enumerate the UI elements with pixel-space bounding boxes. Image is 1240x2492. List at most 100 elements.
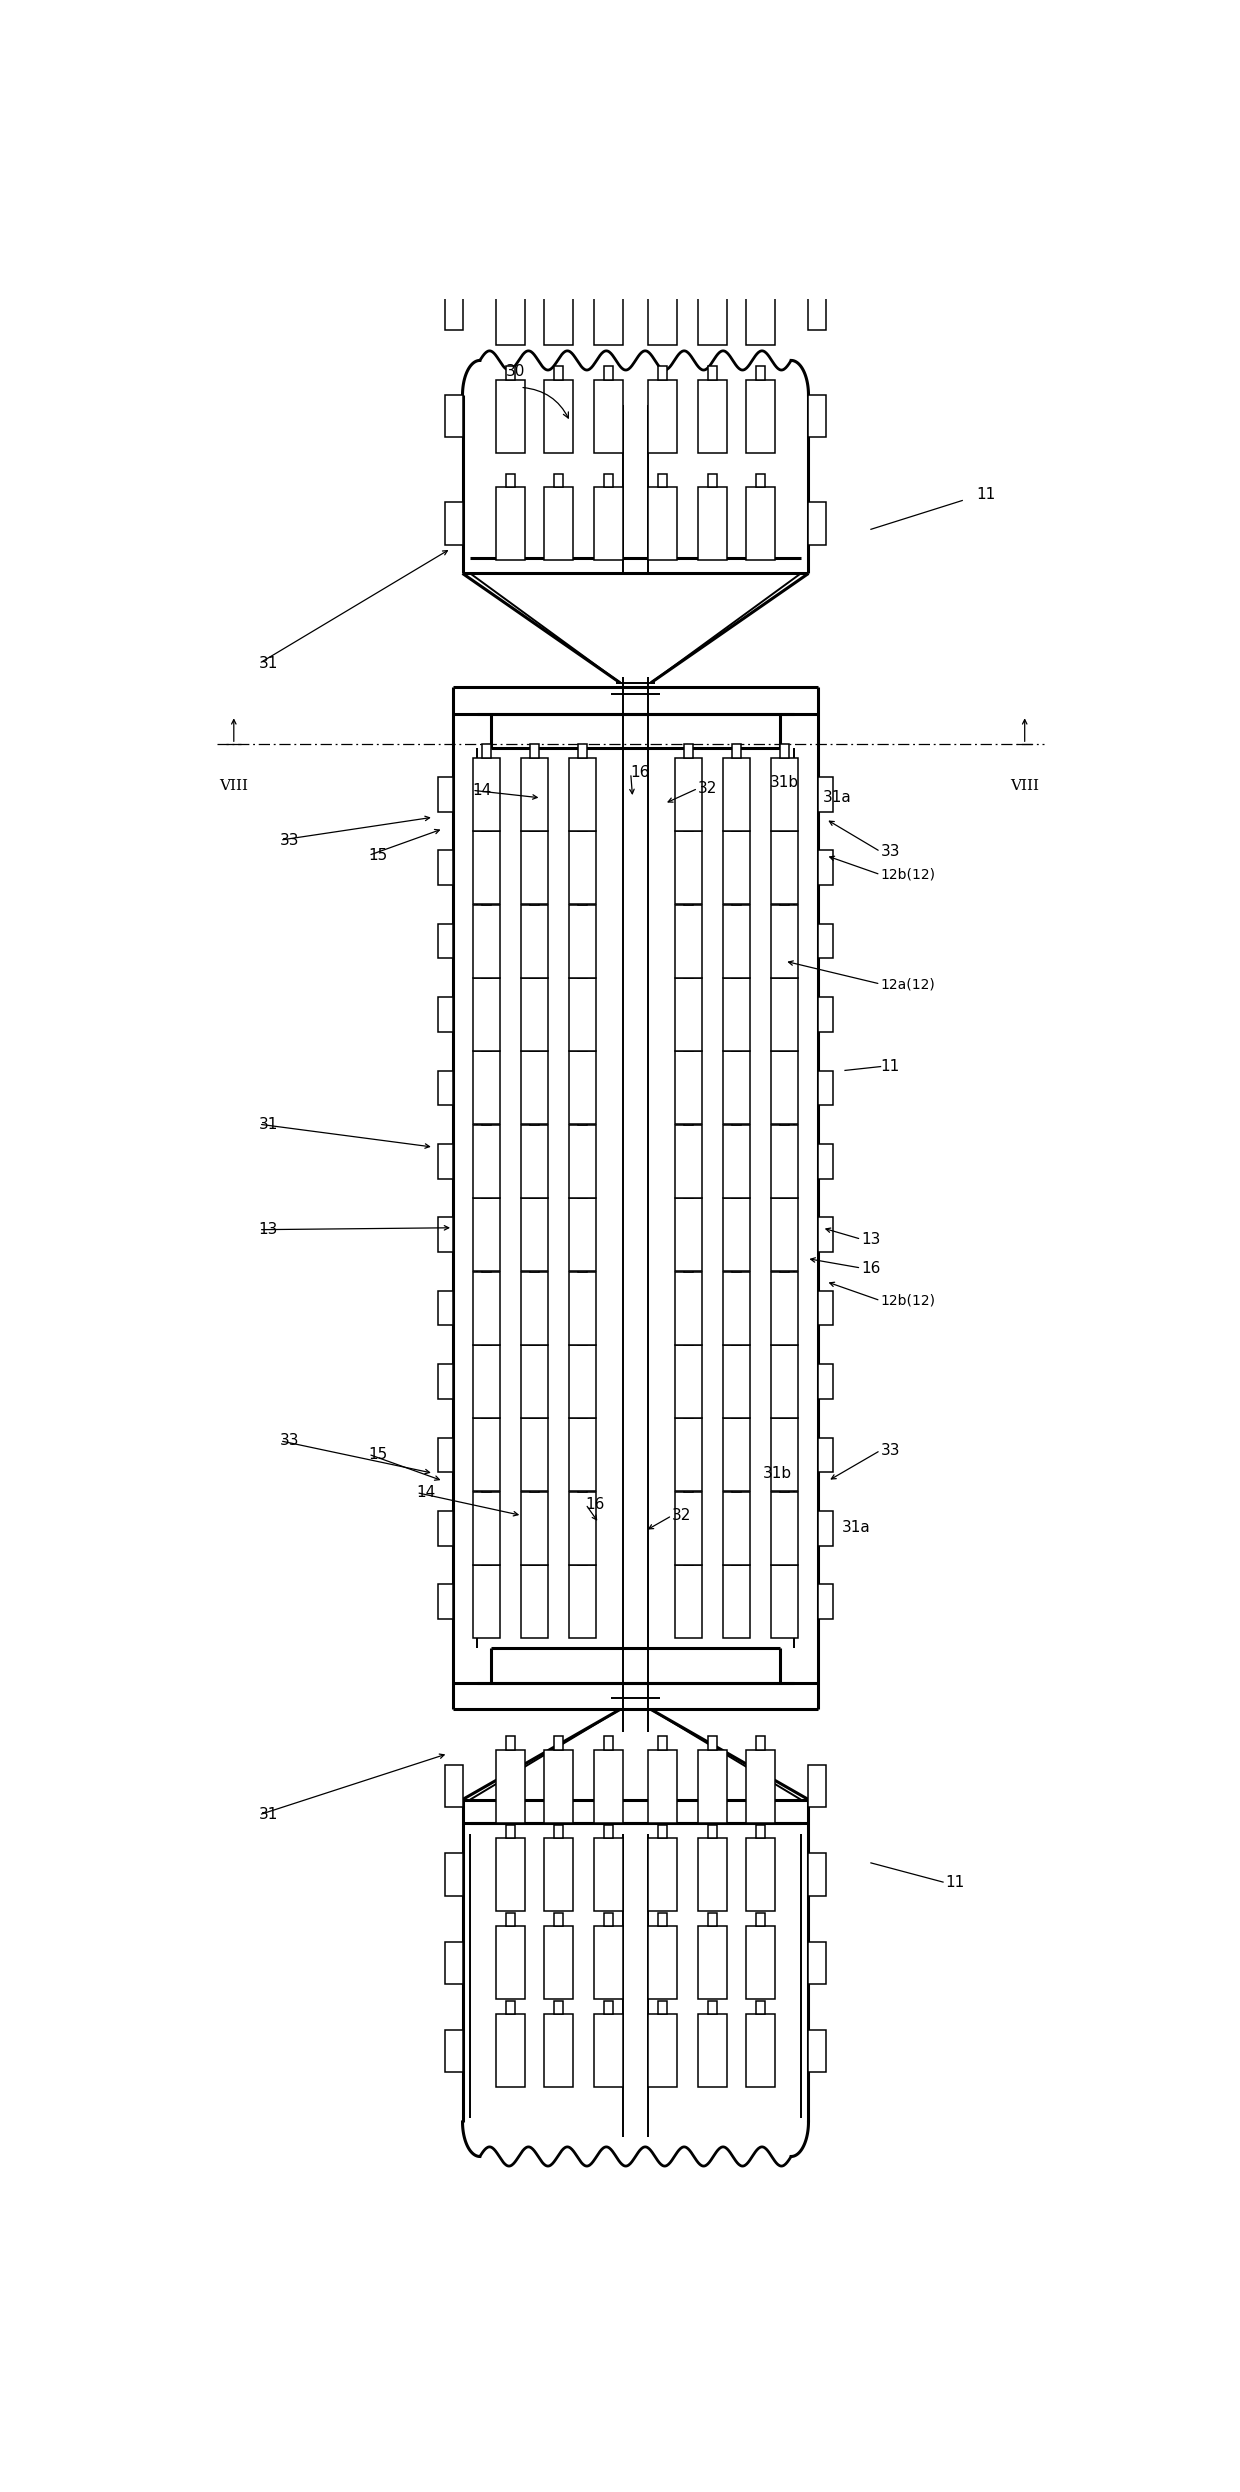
- Bar: [481, 1184, 491, 1199]
- Bar: [780, 964, 789, 977]
- Bar: [675, 1346, 702, 1418]
- Bar: [732, 1478, 742, 1493]
- Bar: [698, 1749, 727, 1822]
- Text: 14: 14: [417, 1485, 435, 1500]
- Bar: [529, 1553, 539, 1565]
- Bar: [474, 758, 500, 830]
- Bar: [771, 977, 797, 1052]
- Bar: [732, 1184, 742, 1199]
- Text: 31a: 31a: [823, 790, 852, 805]
- Bar: [723, 1565, 750, 1637]
- Bar: [683, 964, 693, 977]
- Text: 31: 31: [259, 655, 278, 670]
- Bar: [474, 1493, 500, 1565]
- Bar: [496, 272, 525, 344]
- Bar: [818, 1072, 833, 1104]
- Text: 15: 15: [368, 1448, 388, 1463]
- Bar: [683, 1478, 693, 1493]
- Bar: [529, 892, 539, 905]
- Bar: [755, 366, 765, 379]
- Bar: [474, 1199, 500, 1271]
- Bar: [578, 1331, 588, 1346]
- Bar: [578, 745, 588, 758]
- Bar: [818, 1219, 833, 1251]
- Bar: [438, 925, 453, 959]
- Bar: [445, 1764, 463, 1807]
- Bar: [594, 1839, 622, 1911]
- Bar: [445, 2031, 463, 2071]
- Bar: [780, 1258, 789, 1271]
- Bar: [723, 1199, 750, 1271]
- Bar: [474, 905, 500, 977]
- Bar: [808, 394, 826, 436]
- Bar: [675, 977, 702, 1052]
- Bar: [521, 1346, 548, 1418]
- Bar: [554, 473, 563, 486]
- Bar: [723, 905, 750, 977]
- Bar: [818, 1144, 833, 1179]
- Bar: [818, 850, 833, 885]
- Bar: [675, 1199, 702, 1271]
- Bar: [481, 1405, 491, 1418]
- Bar: [578, 1039, 588, 1052]
- Text: 31: 31: [259, 1116, 278, 1131]
- Bar: [506, 1737, 516, 1749]
- Bar: [683, 892, 693, 905]
- Bar: [746, 1839, 775, 1911]
- Bar: [771, 1493, 797, 1565]
- Text: 30: 30: [506, 364, 525, 379]
- Bar: [569, 1271, 596, 1346]
- Bar: [698, 1926, 727, 1999]
- Bar: [818, 1438, 833, 1473]
- Bar: [698, 272, 727, 344]
- Bar: [604, 1824, 614, 1839]
- Bar: [554, 1824, 563, 1839]
- Bar: [569, 1565, 596, 1637]
- Bar: [578, 964, 588, 977]
- Bar: [808, 503, 826, 546]
- Bar: [755, 1737, 765, 1749]
- Bar: [445, 394, 463, 436]
- Bar: [657, 366, 667, 379]
- Bar: [438, 1585, 453, 1620]
- Bar: [529, 1258, 539, 1271]
- Bar: [683, 745, 693, 758]
- Bar: [755, 2001, 765, 2014]
- Bar: [683, 1331, 693, 1346]
- Bar: [529, 1184, 539, 1199]
- Text: VIII: VIII: [1011, 778, 1039, 792]
- Bar: [723, 1124, 750, 1199]
- Bar: [723, 1346, 750, 1418]
- Bar: [818, 997, 833, 1032]
- Bar: [481, 964, 491, 977]
- Bar: [474, 1565, 500, 1637]
- Bar: [569, 1346, 596, 1418]
- Bar: [732, 1111, 742, 1124]
- Text: 32: 32: [672, 1508, 692, 1523]
- Bar: [474, 1418, 500, 1490]
- Bar: [438, 1144, 453, 1179]
- Bar: [746, 1926, 775, 1999]
- Bar: [657, 259, 667, 272]
- Bar: [649, 379, 677, 454]
- Bar: [780, 1405, 789, 1418]
- Bar: [529, 745, 539, 758]
- Bar: [746, 486, 775, 561]
- Bar: [481, 892, 491, 905]
- Bar: [683, 1405, 693, 1418]
- Bar: [438, 1510, 453, 1545]
- Bar: [675, 1493, 702, 1565]
- Bar: [529, 1039, 539, 1052]
- Bar: [771, 905, 797, 977]
- Bar: [698, 486, 727, 561]
- Bar: [818, 1291, 833, 1326]
- Bar: [481, 1331, 491, 1346]
- Bar: [732, 745, 742, 758]
- Bar: [554, 1737, 563, 1749]
- Bar: [569, 1493, 596, 1565]
- Bar: [746, 379, 775, 454]
- Bar: [496, 486, 525, 561]
- Bar: [771, 1124, 797, 1199]
- Bar: [521, 1124, 548, 1199]
- Bar: [771, 1346, 797, 1418]
